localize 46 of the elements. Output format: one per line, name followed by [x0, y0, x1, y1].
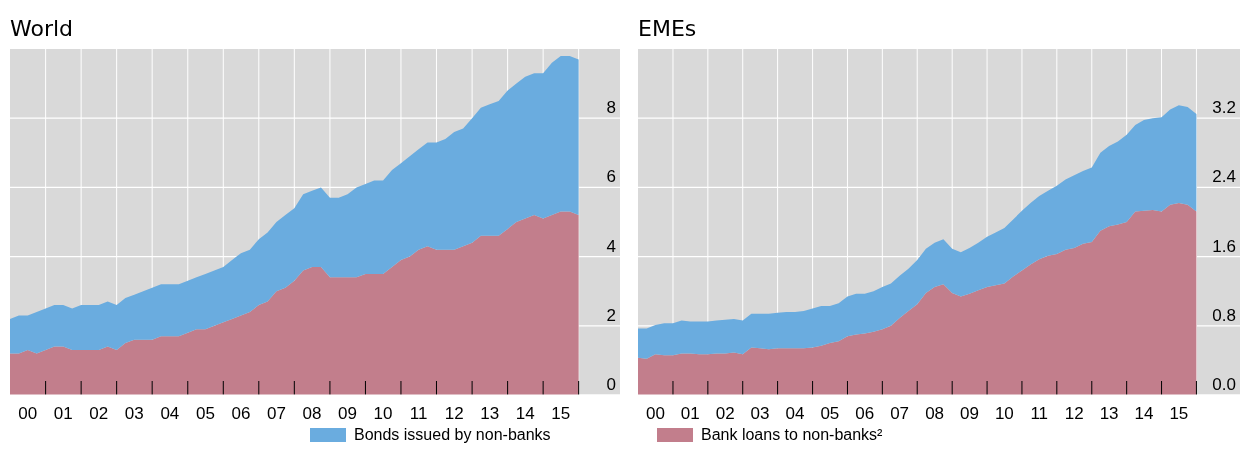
y-tick-label: 2 — [606, 305, 616, 325]
x-tick-label: 13 — [1099, 404, 1119, 423]
x-tick-label: 10 — [994, 404, 1014, 423]
x-tick-label: 01 — [680, 404, 700, 423]
y-tick-label: 0 — [606, 375, 616, 394]
x-tick-label: 05 — [820, 404, 840, 423]
x-tick-label: 08 — [302, 404, 322, 423]
x-tick-label: 15 — [1169, 404, 1189, 423]
y-tick-label: 2.4 — [1212, 167, 1236, 187]
y-tick-label: 8 — [606, 98, 616, 118]
x-tick-label: 04 — [160, 404, 180, 423]
x-tick-label: 10 — [373, 404, 393, 423]
x-tick-label: 09 — [960, 404, 979, 423]
x-tick-label: 05 — [195, 404, 215, 423]
x-tick-label: 03 — [750, 404, 770, 423]
x-tick-label: 11 — [409, 404, 428, 423]
chart-title: EMEs — [638, 16, 697, 41]
x-tick-label: 12 — [1064, 404, 1084, 423]
x-tick-label: 03 — [124, 404, 144, 423]
x-tick-label: 15 — [551, 404, 571, 423]
x-tick-label: 14 — [1134, 404, 1154, 423]
legend-label: Bank loans to non-banks² — [701, 426, 884, 443]
y-tick-label: 6 — [606, 167, 616, 187]
x-tick-label: 02 — [715, 404, 735, 423]
x-tick-label: 02 — [89, 404, 109, 423]
x-tick-label: 09 — [338, 404, 358, 423]
x-tick-label: 07 — [266, 404, 286, 423]
x-tick-label: 14 — [515, 404, 535, 423]
x-tick-label: 07 — [890, 404, 910, 423]
x-tick-label: 01 — [53, 404, 73, 423]
y-tick-label: 1.6 — [1212, 236, 1236, 256]
chart-title: World — [10, 16, 74, 41]
y-tick-label: 0.8 — [1212, 305, 1236, 325]
x-tick-label: 04 — [785, 404, 805, 423]
x-tick-label: 00 — [18, 404, 38, 423]
y-tick-label: 3.2 — [1212, 98, 1236, 118]
y-tick-label: 4 — [606, 236, 616, 256]
x-tick-label: 00 — [645, 404, 665, 423]
x-tick-label: 13 — [480, 404, 500, 423]
x-tick-label: 12 — [444, 404, 464, 423]
x-tick-label: 06 — [855, 404, 875, 423]
y-tick-label: 0.0 — [1212, 375, 1236, 394]
x-tick-label: 06 — [231, 404, 251, 423]
legend-label: Bonds issued by non-banks — [354, 426, 551, 443]
x-tick-label: 11 — [1030, 404, 1049, 423]
x-tick-label: 08 — [925, 404, 945, 423]
